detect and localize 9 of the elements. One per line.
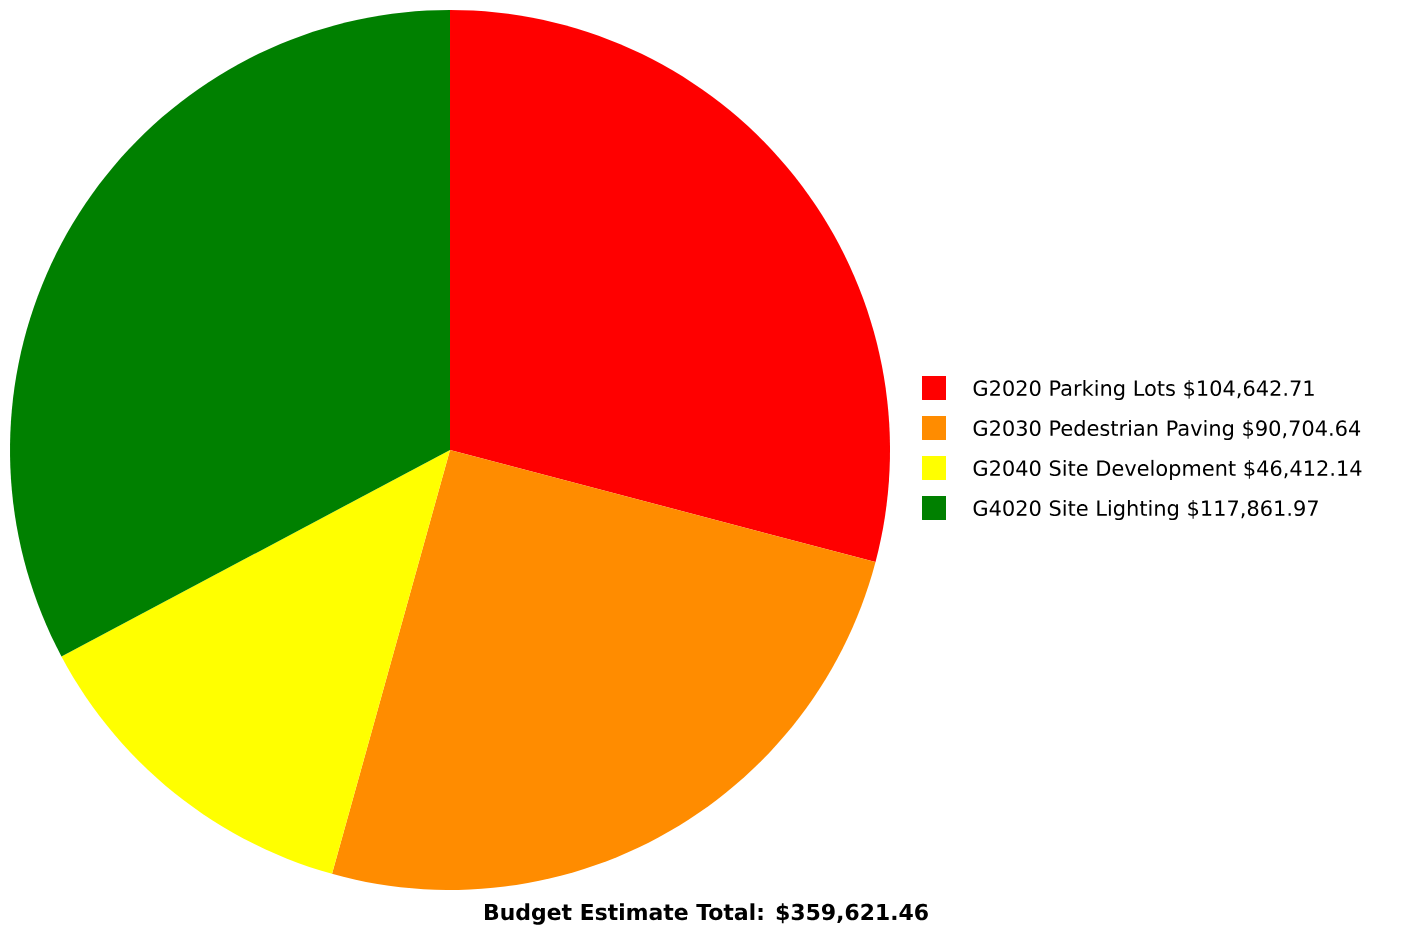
data-label: $46,412.14 xyxy=(1244,459,1362,479)
legend-label: G4020 Site Lighting xyxy=(973,499,1178,521)
legend-label: G2040 Site Development xyxy=(973,459,1236,481)
data-label: $104,642.71 xyxy=(1184,379,1314,399)
data-label: $117,861.97 xyxy=(1188,499,1318,519)
legend-label: G2030 Pedestrian Paving xyxy=(973,419,1234,441)
legend-label: G2020 Parking Lots xyxy=(973,379,1175,401)
text: Budget Estimate Total: $359,621.46 xyxy=(485,903,928,925)
data-label: $90,704.64 xyxy=(1243,419,1361,439)
